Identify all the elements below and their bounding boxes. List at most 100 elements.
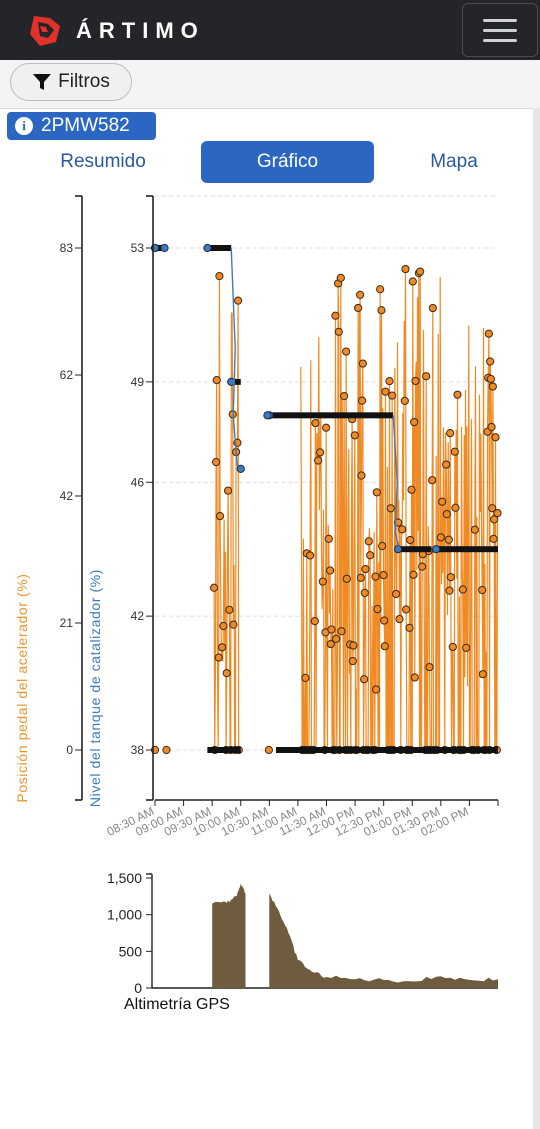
accel-axis-title: Posición pedal del acelerador (%) [14,573,30,802]
catalyst-tick-label: 49 [131,375,145,389]
top-navbar: ÁRTIMO [0,0,540,60]
catalyst-segment [207,245,232,251]
accel-point [222,669,231,678]
info-icon: i [15,117,33,135]
accel-point [478,585,487,595]
accel-point [373,605,382,614]
accel-point [326,566,335,575]
accel-point [380,616,389,625]
accel-point [331,311,340,320]
accel-point [493,508,502,518]
accel-point [214,653,223,662]
accel-point [380,642,389,651]
artimo-logo-icon[interactable] [26,12,66,50]
accel-point [358,359,367,368]
accel-point [470,525,479,534]
tab-grafico-label: Gráfico [256,151,319,172]
altimetry-area-segment [269,893,498,988]
brand-name: ÁRTIMO [76,18,205,43]
accel-point [223,486,233,495]
altimetry-tick-label: 1,500 [107,870,142,886]
accel-point [446,573,455,582]
accel-point [212,375,221,385]
accel-point [162,745,171,755]
accel-point [484,329,493,338]
catalyst-tick-label: 53 [131,241,145,255]
tab-resumido[interactable]: Resumido [40,141,166,183]
accel-point [376,285,385,294]
accel-point [334,327,343,336]
accel-point [445,586,454,595]
accel-point [386,504,395,513]
accel-point [342,347,351,356]
catalyst-point [203,243,212,253]
accel-point [229,620,238,629]
altimetry-area [212,883,498,988]
accel-point [357,471,366,480]
accel-point [219,621,228,631]
accel-point [444,535,453,544]
accel-point [356,573,365,582]
altimetry-tick-label: 500 [119,943,143,959]
accel-point [489,534,498,543]
accel-point [377,306,386,315]
accel-point [442,460,451,469]
accel-point [340,392,349,401]
tab-grafico[interactable]: Gráfico [201,141,374,183]
filters-label: Filtros [58,71,110,92]
accel-point [358,396,367,405]
accel-point [442,510,451,519]
accel-point [360,675,369,684]
accel-point [211,458,221,467]
accel-point [491,433,500,442]
altimetry-chart[interactable]: 0 500 1,000 1,500 Altimetría GPS [0,862,540,1012]
catalyst-tick-label: 38 [131,743,145,757]
accel-point [488,382,497,391]
accel-point [385,377,394,386]
accel-point [301,673,310,682]
accel-point [264,745,273,755]
accel-point [381,387,390,396]
filters-button[interactable]: Filtros [10,63,132,101]
accel-point [350,431,359,440]
accel-point [322,423,331,432]
accel-point [407,485,416,494]
accel-point [486,374,495,384]
tab-mapa[interactable]: Mapa [414,141,494,183]
accel-point [486,357,495,366]
accel-point [422,372,431,381]
accel-point [360,588,369,597]
accel-tick-label: 42 [60,489,74,503]
accel-point [405,623,414,632]
tab-mapa-label: Mapa [430,151,478,172]
accel-point [425,662,434,672]
accel-point [392,589,401,599]
page-scrollbar[interactable] [533,108,540,1129]
accel-point [446,429,455,438]
accel-point [410,417,419,427]
accel-tick-label: 21 [60,616,74,630]
accel-point [326,639,335,649]
accel-point [410,673,419,682]
hamburger-menu-icon [483,18,517,22]
catalyst-axis-title: Nivel del tanque de catalizador (%) [87,569,103,807]
accel-point [388,391,397,400]
catalyst-line [392,415,400,550]
catalyst-segment [397,546,432,553]
accel-point [478,670,487,679]
accel-point [332,634,341,643]
accel-point [453,390,462,399]
accel-zero-band [276,747,498,753]
catalyst-point [160,243,169,253]
accel-point [487,422,496,432]
hamburger-menu-button[interactable] [462,3,538,57]
accel-point [310,616,319,626]
accel-point [356,290,365,299]
accel-point [327,625,336,634]
accel-point [398,525,407,534]
vehicle-badge[interactable]: i 2PMW582 [7,112,156,140]
accel-point [209,583,219,592]
tab-resumido-label: Resumido [60,151,146,172]
accel-tick-label: 83 [60,241,74,255]
